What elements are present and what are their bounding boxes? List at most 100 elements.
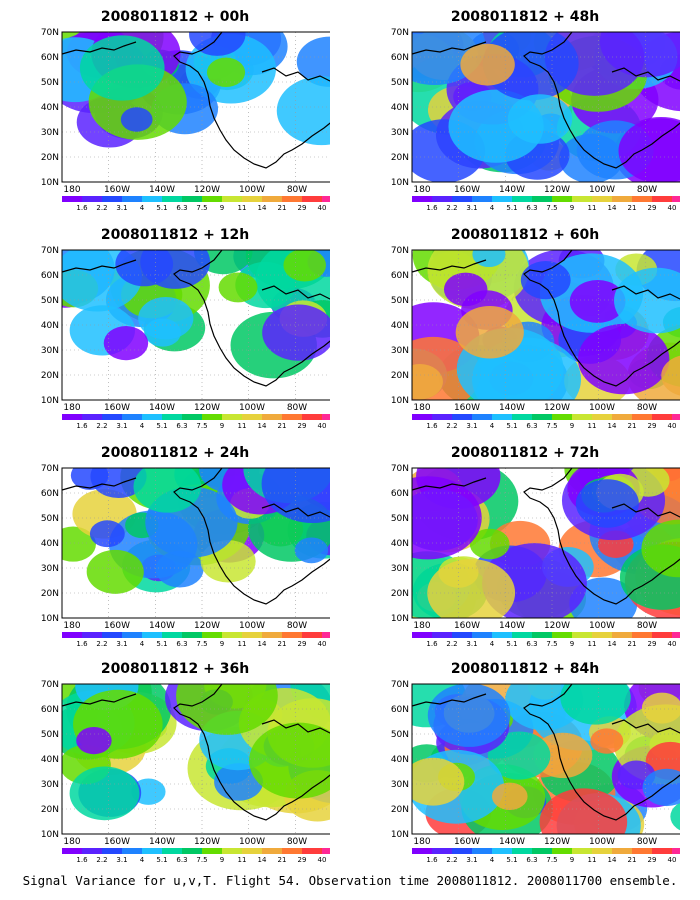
lat-tick-label: 40N [41,321,59,331]
variance-blob [214,763,264,801]
lat-tick-label: 10N [391,396,409,406]
variance-blob [103,326,149,361]
variance-field [412,32,680,182]
colorbar-swatch [412,632,432,638]
map-plot: 70N 60N 50N 40N 30N 20N 10N 180 160W 140W 120W 100W… [41,464,330,648]
colorbar-swatch [242,196,262,202]
variance-blob [455,306,524,359]
panel-24h: 2008011812 + 24h 70N 60N 50N 40N 30N 20N 10N 18… [30,444,330,660]
colorbar-swatch [552,848,572,854]
colorbar-label: 6.3 [176,422,187,430]
variance-blob [412,476,482,560]
map-frame [411,683,680,835]
coastline [261,719,330,734]
colorbar-label: 29 [648,856,657,864]
colorbar-label: 40 [668,640,677,648]
colorbar-swatch [262,414,282,420]
coastline [61,41,137,55]
colorbar-swatch [432,848,452,854]
colorbar-swatch [512,414,532,420]
colorbar-swatch [652,848,672,854]
variance-field [412,468,680,618]
variance-blob [641,519,680,578]
variance-field [62,684,330,822]
variance-blob [412,364,443,400]
colorbar-label: 7.5 [546,204,557,212]
colorbar-label: 1.6 [76,422,88,430]
lon-tick-label: 180 [413,185,430,195]
colorbar-label: 2.2 [96,204,107,212]
colorbar-swatch [262,632,282,638]
variance-blob [599,32,680,78]
colorbar-label: 3.1 [116,856,127,864]
lon-tick-label: 100W [239,403,265,413]
colorbar-swatch [122,196,142,202]
lat-tick-label: 50N [41,296,59,306]
coastline [611,67,680,82]
colorbar-label: 9 [220,204,224,212]
colorbar-swatch [432,414,452,420]
lon-tick-label: 120W [544,621,570,631]
colorbar-swatch [142,848,162,854]
colorbar-swatch [672,196,680,202]
lat-tick-label: 20N [391,805,409,815]
colorbar-label: 40 [668,204,677,212]
colorbar-swatch [492,196,512,202]
colorbar-swatch [572,848,592,854]
colorbar-swatch [182,196,202,202]
colorbar-swatch [532,848,552,854]
panel-title: 2008011812 + 24h [100,445,250,461]
colorbar-label: 2.2 [446,640,457,648]
colorbar-label: 5.1 [506,204,517,212]
lon-tick-label: 120W [544,185,570,195]
colorbar-swatch [592,196,612,202]
map-plot: 70N 60N 50N 40N 30N 20N 10N 180 160W 140W 120W 100W… [391,680,680,864]
lat-tick-label: 60N [391,489,409,499]
coastline [611,719,680,734]
colorbar-swatch [412,196,432,202]
lat-tick-label: 60N [41,271,59,281]
lat-tick-label: 30N [391,346,409,356]
variance-field [62,250,330,379]
lon-tick-label: 80W [287,403,307,413]
colorbar-swatch [472,632,492,638]
colorbar-swatch [452,414,472,420]
colorbar-swatch [62,196,82,202]
coastline [523,31,680,169]
colorbar-swatch [672,632,680,638]
colorbar-swatch [532,414,552,420]
colorbar-swatch [282,414,302,420]
colorbar-label: 5.1 [506,640,517,648]
colorbar-label: 21 [628,204,637,212]
lon-tick-label: 160W [454,621,480,631]
lon-tick-label: 140W [149,185,175,195]
panel-title: 2008011812 + 00h [100,9,250,25]
map-frame [411,467,680,619]
lat-tick-label: 50N [391,514,409,524]
colorbar-swatch [572,196,592,202]
colorbar-swatch [222,414,242,420]
colorbar-swatch [672,848,680,854]
lon-tick-label: 160W [104,837,130,847]
colorbar-swatch [202,414,222,420]
variance-blob [614,267,680,334]
colorbar-label: 1.6 [426,856,438,864]
variance-blob [469,528,510,560]
colorbar-swatch [302,414,322,420]
colorbar-swatch [122,414,142,420]
colorbar-swatch [282,632,302,638]
lon-tick-label: 100W [589,837,615,847]
colorbar-swatch [302,632,322,638]
colorbar-swatch [572,414,592,420]
lat-tick-label: 10N [41,396,59,406]
lat-tick-label: 40N [41,103,59,113]
colorbar-swatch [182,632,202,638]
variance-field [62,468,330,594]
colorbar-label: 4 [140,204,145,212]
lat-tick-label: 30N [41,128,59,138]
colorbar-swatch [532,632,552,638]
colorbar-swatch [492,848,512,854]
colorbar-label: 5.1 [156,640,167,648]
lat-tick-label: 10N [41,614,59,624]
lat-tick-label: 10N [391,830,409,840]
